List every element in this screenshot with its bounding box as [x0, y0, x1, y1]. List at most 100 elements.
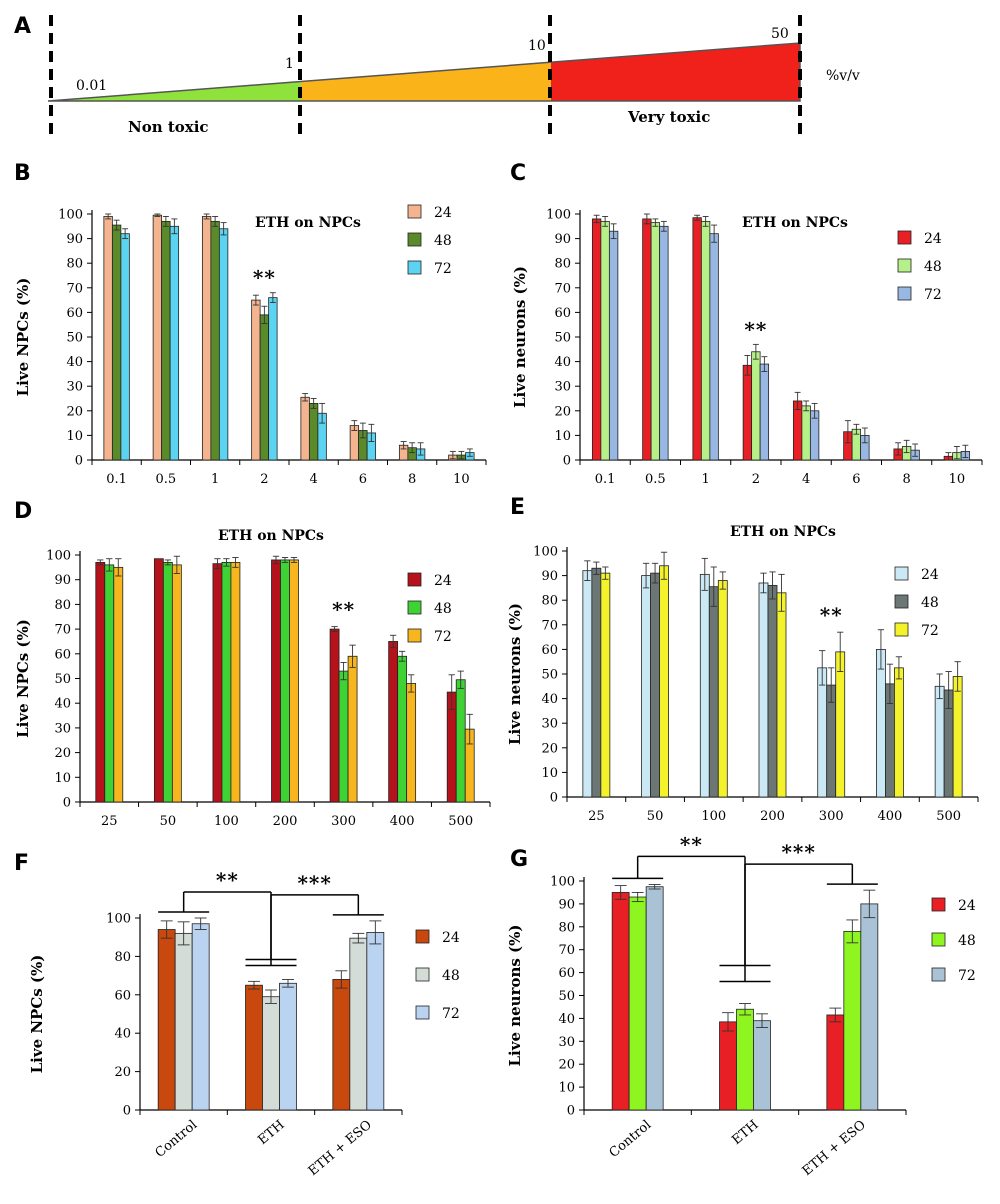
bar-g-72-ETHESO	[860, 903, 879, 1111]
x-tick-label: 0.5	[156, 472, 177, 487]
legend-label-48: 48	[434, 601, 452, 617]
bar-d-72-50	[171, 564, 182, 803]
scale-zone-toxic	[301, 62, 551, 101]
bar-c-72-1	[709, 233, 719, 461]
bar-b-24-4	[300, 396, 310, 461]
legend-label-72: 72	[924, 287, 942, 303]
y-tick-label: 60	[114, 988, 131, 1003]
y-tick-label: 20	[114, 1065, 131, 1080]
y-tick-label: 80	[558, 920, 575, 935]
legend-label-24: 24	[921, 567, 939, 583]
bar-e-48-25	[591, 567, 602, 798]
bar-c-72-05	[659, 225, 669, 461]
bar-d-72-100	[230, 562, 241, 803]
y-tick-label: 30	[541, 717, 558, 732]
y-tick-label: 60	[541, 643, 558, 658]
y-tick-label: 70	[558, 943, 575, 958]
chart-title: ETH on NPCs	[255, 215, 361, 231]
legend-swatch-48	[894, 594, 909, 609]
x-tick-label: 1	[211, 472, 219, 487]
bar-e-24-500	[934, 685, 945, 798]
y-tick-label: 50	[54, 672, 71, 687]
x-tick-label: 500	[936, 809, 961, 824]
y-tick-label: 60	[54, 647, 71, 662]
x-tick-label: 50	[160, 814, 177, 829]
y-tick-label: 20	[558, 1058, 575, 1073]
legend-label-48: 48	[434, 233, 452, 249]
y-axis-label: Live neurons (%)	[506, 603, 524, 745]
x-tick-label: 10	[453, 472, 470, 487]
x-tick-label: 200	[273, 814, 298, 829]
chart-panel-e: E 0 10 20 30 40 50 60 70 80 90 100 25 50 100 200 300 400 5…	[506, 495, 979, 824]
panel-label-b: B	[14, 161, 31, 186]
bar-e-48-50	[650, 572, 660, 798]
scale-label-non-toxic: Non toxic	[128, 118, 209, 136]
bar-d-48-400	[397, 655, 408, 803]
bar-e-72-100	[717, 580, 728, 798]
bar-g-48-ETH	[736, 1008, 754, 1111]
legend-label-72: 72	[921, 623, 939, 639]
bracket-eth-eso	[719, 863, 878, 983]
legend-label-48: 48	[442, 968, 460, 984]
y-tick-label: 100	[106, 912, 131, 927]
x-tick-label: 4	[802, 472, 810, 487]
y-tick-label: 40	[114, 1027, 131, 1042]
bar-c-48-05	[650, 222, 661, 461]
bar-b-24-01	[103, 216, 113, 461]
y-tick-label: 60	[558, 966, 575, 981]
legend-label-24: 24	[434, 205, 452, 221]
bar-d-48-25	[104, 564, 115, 803]
y-axis-label: Live neurons (%)	[511, 266, 529, 408]
bar-e-72-500	[952, 676, 963, 798]
bracket-eth-eso	[245, 894, 384, 967]
x-tick-label: 2	[752, 472, 760, 487]
x-tick-label: 300	[819, 809, 844, 824]
panel-label-e: E	[510, 495, 525, 520]
bar-d-72-300	[347, 655, 358, 803]
bar-b-48-01	[111, 224, 122, 461]
y-tick-label: 30	[554, 380, 571, 395]
bar-e-48-100	[708, 586, 719, 798]
legend-swatch-48	[407, 232, 422, 247]
x-tick-label: 10	[949, 472, 966, 487]
y-tick-label: 20	[541, 741, 558, 756]
bar-g-48-Control	[628, 896, 647, 1111]
bar-e-24-400	[876, 649, 886, 798]
panel-label-c: C	[510, 161, 526, 186]
bar-d-48-500	[455, 679, 466, 803]
legend-label-24: 24	[958, 898, 976, 914]
legend-swatch-24	[407, 204, 422, 219]
bar-e-24-50	[641, 575, 651, 798]
scale-tick-0-01: 0.01	[76, 78, 107, 94]
bar-e-72-50	[659, 565, 669, 798]
legend-swatch-24	[897, 230, 912, 245]
bar-d-24-100	[212, 563, 223, 803]
legend-swatch-48	[897, 258, 912, 273]
legend-label-72: 72	[442, 1006, 460, 1022]
bar-d-24-50	[153, 558, 164, 803]
scale-unit: %v/v	[826, 68, 860, 84]
y-tick-label: 100	[546, 208, 571, 223]
panel-label-g: G	[510, 847, 528, 872]
x-tick-label: 8	[408, 472, 416, 487]
y-tick-label: 70	[66, 281, 83, 296]
bar-d-24-300	[329, 628, 340, 803]
scale-zone-very-toxic	[551, 43, 800, 101]
x-tick-label: 4	[309, 472, 317, 487]
y-tick-label: 10	[54, 771, 71, 786]
bar-d-24-25	[95, 562, 106, 803]
legend-swatch-24	[894, 566, 909, 581]
legend-swatch-72	[407, 628, 422, 643]
legend-label-72: 72	[434, 261, 452, 277]
y-tick-label: 0	[123, 1104, 131, 1119]
x-tick-label: ETH	[729, 1118, 761, 1148]
y-tick-label: 100	[533, 545, 558, 560]
bar-f-48-ETHESO	[349, 937, 368, 1111]
legend-label-72: 72	[434, 629, 452, 645]
bar-c-24-01	[591, 218, 602, 461]
x-tick-label: ETH + ESO	[800, 1118, 869, 1179]
x-tick-label: 6	[359, 472, 367, 487]
bar-f-24-ETHESO	[332, 979, 351, 1111]
bar-b-24-05	[152, 214, 163, 461]
